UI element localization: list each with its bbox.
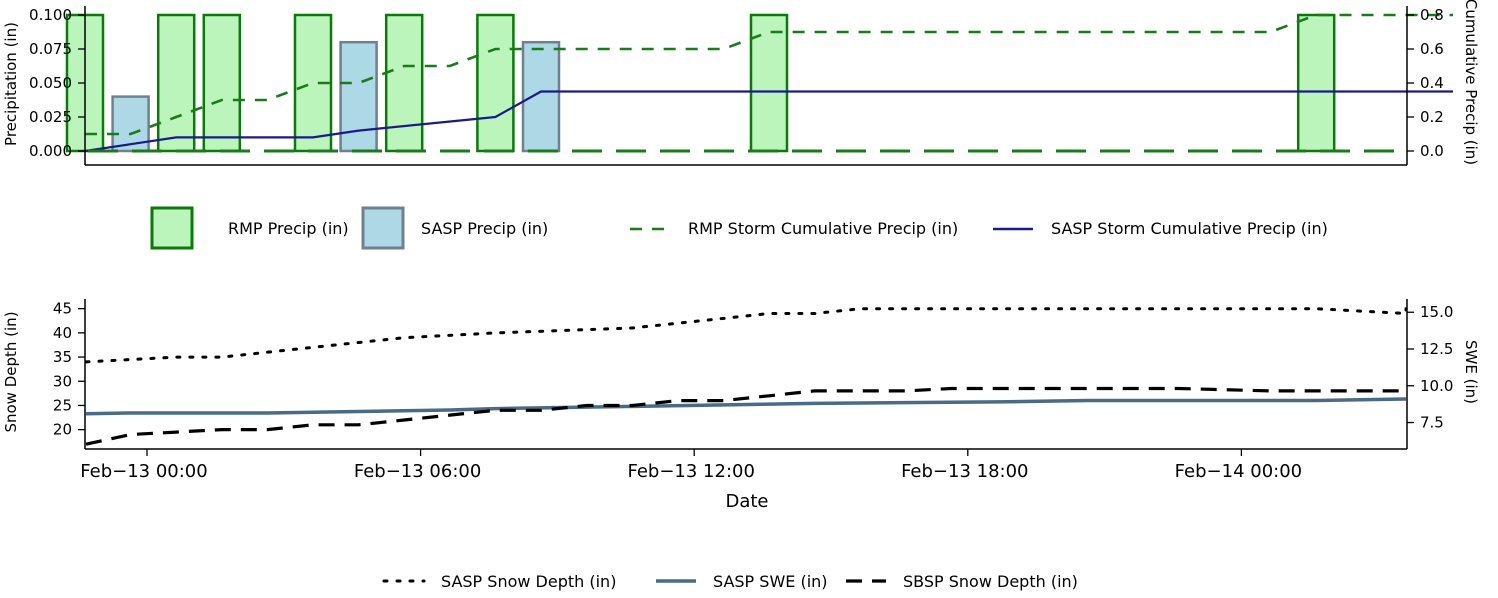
legend-sasp-cumulative-label: SASP Storm Cumulative Precip (in) <box>1051 219 1328 238</box>
bottom-left-ticks: 20 25 30 35 40 45 <box>53 300 85 439</box>
snow-chart: 20 25 30 35 40 45 7.5 10.0 12.5 15.0 Feb−13 00:0… <box>2 299 1480 512</box>
precip-bar <box>1296 13 1336 153</box>
tick-label: Feb−13 06:00 <box>354 461 481 482</box>
legend-sasp-precip-swatch <box>361 206 405 250</box>
tick-label: 0.8 <box>1420 6 1444 24</box>
legend-sasp-swe-label: SASP SWE (in) <box>713 572 828 591</box>
tick-label: 35 <box>53 348 72 366</box>
legend-sasp-snow-depth-label: SASP Snow Depth (in) <box>441 572 616 591</box>
tick-label: 45 <box>53 300 72 318</box>
tick-label: 0.050 <box>29 74 72 92</box>
top-legend: RMP Precip (in) SASP Precip (in) RMP Sto… <box>150 206 1328 250</box>
legend-rmp-cumulative-label: RMP Storm Cumulative Precip (in) <box>688 219 958 238</box>
tick-label: 0.2 <box>1420 108 1444 126</box>
legend-rmp-precip-label: RMP Precip (in) <box>228 219 349 238</box>
precip-bar <box>202 13 242 153</box>
sasp-storm-cumulative-line <box>84 90 1453 153</box>
tick-label: 0.075 <box>29 40 72 58</box>
precip-bar <box>384 13 424 153</box>
tick-label: 15.0 <box>1420 303 1453 321</box>
precip-bar <box>156 13 196 153</box>
tick-label: 0.025 <box>29 108 72 126</box>
tick-label: 7.5 <box>1420 414 1444 432</box>
bottom-right-ticks: 7.5 10.0 12.5 15.0 <box>1407 303 1453 432</box>
x-axis-title: Date <box>725 491 768 512</box>
rmp-storm-cumulative-line <box>85 13 1453 136</box>
tick-label: 30 <box>53 372 72 390</box>
sasp-swe-line <box>85 397 1407 416</box>
precip-bar <box>476 13 515 153</box>
tick-label: 12.5 <box>1420 340 1453 358</box>
top-y2-axis-title: Cumulative Precip (in) <box>1462 0 1480 165</box>
tick-label: 0.100 <box>29 6 72 24</box>
bottom-y2-axis-title: SWE (in) <box>1462 340 1480 404</box>
rmp-precip-bars <box>65 13 1336 153</box>
tick-label: Feb−14 00:00 <box>1175 461 1302 482</box>
tick-label: 0.6 <box>1420 40 1444 58</box>
tick-label: 10.0 <box>1420 377 1453 395</box>
sbsp-snow-depth-line <box>85 386 1406 446</box>
bottom-legend: SASP Snow Depth (in) SASP SWE (in) SBSP … <box>382 572 1078 591</box>
top-y-axis-title: Precipitation (in) <box>2 22 20 146</box>
tick-label: 0.000 <box>29 142 72 160</box>
top-right-ticks: 0.0 0.2 0.4 0.6 0.8 <box>1407 6 1444 160</box>
legend-rmp-precip-swatch <box>150 206 194 250</box>
bottom-y-axis-title: Snow Depth (in) <box>2 311 20 432</box>
top-left-ticks: 0.000 0.025 0.050 0.075 0.100 <box>29 6 85 160</box>
legend-sbsp-snow-depth-label: SBSP Snow Depth (in) <box>903 572 1078 591</box>
tick-label: 25 <box>53 396 72 414</box>
tick-label: Feb−13 00:00 <box>80 461 207 482</box>
tick-label: Feb−13 12:00 <box>627 461 754 482</box>
tick-label: 20 <box>53 421 72 439</box>
bottom-x-ticks: Feb−13 00:00 Feb−13 06:00 Feb−13 12:00 Feb−… <box>80 449 1302 482</box>
tick-label: Feb−13 18:00 <box>901 461 1028 482</box>
precip-bar <box>521 40 561 153</box>
tick-label: 0.0 <box>1420 142 1444 160</box>
tick-label: 40 <box>53 324 72 342</box>
precip-bar <box>339 40 378 153</box>
sasp-snow-depth-line <box>84 307 1408 364</box>
legend-sasp-precip-label: SASP Precip (in) <box>421 219 548 238</box>
tick-label: 0.4 <box>1420 74 1444 92</box>
